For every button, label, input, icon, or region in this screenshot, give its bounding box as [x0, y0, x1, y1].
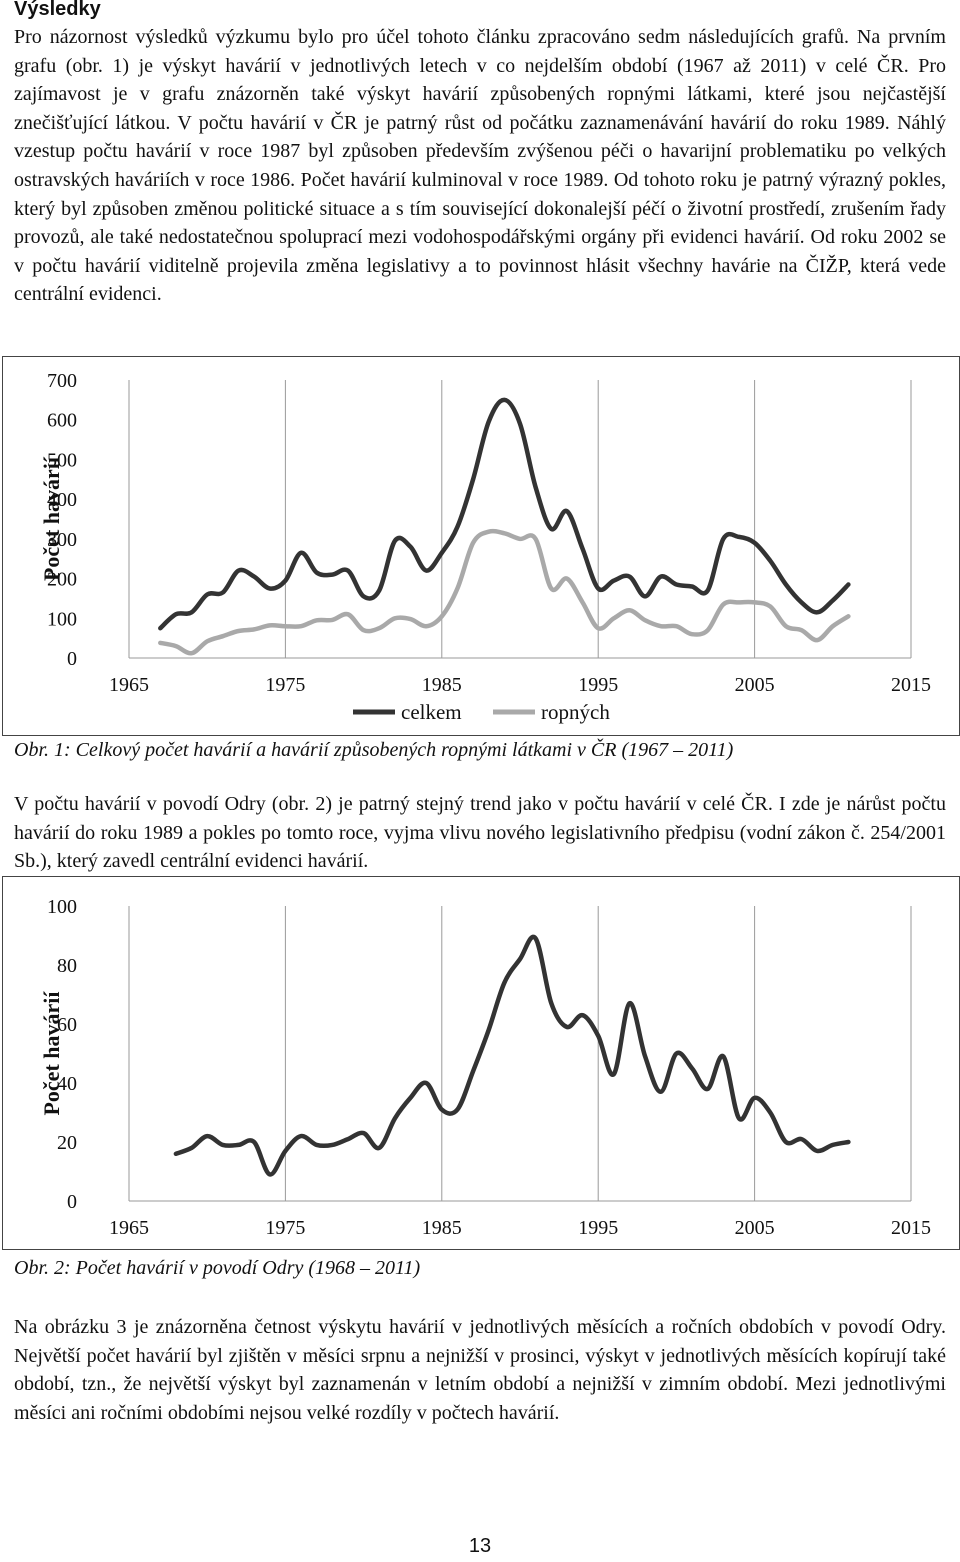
- y-tick-label: 600: [47, 410, 77, 432]
- figure-2-chart: 1965 1975 1985 1995 2005 2015 0 20 40 60 80 100 Poče…: [2, 876, 960, 1250]
- figure-1-svg: 1965 1975 1985 1995 2005 2015 0 100 200 300 400 500…: [39, 370, 931, 724]
- y-tick-label: 200: [47, 569, 77, 591]
- y-axis-title: Počet havárií: [39, 991, 64, 1116]
- x-tick-label: 1985: [422, 1217, 462, 1239]
- y-tick-label: 300: [47, 529, 77, 551]
- y-tick-label: 0: [67, 1191, 77, 1213]
- y-tick-label: 40: [57, 1073, 77, 1095]
- x-tick-label: 1965: [109, 1217, 149, 1239]
- y-tick-label: 0: [67, 648, 77, 670]
- x-tick-label: 1965: [109, 674, 149, 696]
- figure-1-caption: Obr. 1: Celkový počet havárií a havárií …: [14, 739, 734, 761]
- x-tick-label: 1975: [265, 674, 305, 696]
- page-number: 13: [468, 1535, 492, 1557]
- figure-2-svg: 1965 1975 1985 1995 2005 2015 0 20 40 60 80 100 Poče…: [39, 896, 931, 1239]
- figure-2-caption: Obr. 2: Počet havárií v povodí Odry (196…: [14, 1257, 421, 1279]
- y-tick-label: 100: [47, 608, 77, 630]
- y-tick-label: 60: [57, 1014, 77, 1036]
- paragraph-results-intro: Pro názornost výsledků výzkumu bylo pro …: [14, 26, 946, 306]
- x-tick-label: 2005: [735, 1217, 775, 1239]
- y-tick-label: 100: [47, 896, 77, 918]
- x-tick-label: 1995: [578, 1217, 618, 1239]
- paragraph-monthly-frequency: Na obrázku 3 je znázorněna četnost výsky…: [14, 1316, 946, 1424]
- series-line-series-0: [173, 934, 851, 1177]
- y-tick-label: 500: [47, 449, 77, 471]
- series-line-celkem: [158, 397, 851, 631]
- legend-label-celkem: celkem: [401, 700, 462, 724]
- x-tick-label: 1975: [265, 1217, 305, 1239]
- y-tick-label: 80: [57, 955, 77, 977]
- y-tick-label: 20: [57, 1132, 77, 1154]
- series-line-ropných: [158, 528, 851, 656]
- y-tick-label: 400: [47, 489, 77, 511]
- x-tick-label: 2015: [891, 1217, 931, 1239]
- y-axis-title: Počet havárií: [39, 456, 64, 581]
- x-tick-label: 2015: [891, 674, 931, 696]
- section-heading: Výsledky: [14, 0, 101, 20]
- x-tick-label: 2005: [735, 674, 775, 696]
- y-tick-label: 700: [47, 370, 77, 392]
- x-tick-label: 1995: [578, 674, 618, 696]
- figure-1-chart: 1965 1975 1985 1995 2005 2015 0 100 200 300 400 500…: [2, 356, 960, 736]
- x-tick-label: 1985: [422, 674, 462, 696]
- legend-label-ropných: ropných: [541, 700, 610, 724]
- paragraph-odra-trend: V počtu havárií v povodí Odry (obr. 2) j…: [14, 793, 946, 873]
